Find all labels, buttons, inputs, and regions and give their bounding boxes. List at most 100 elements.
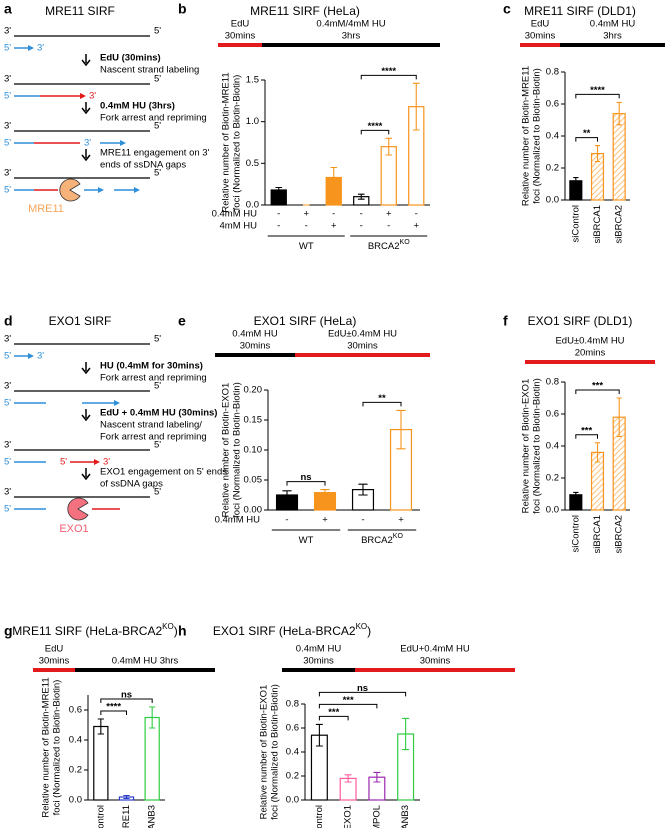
chart: e EXO1 SIRF (HeLa)0.4mM HU30minsEdU±0.4mM… — [178, 313, 430, 546]
error-bar — [123, 794, 130, 800]
significance-label: **** — [106, 702, 121, 713]
x-tick-label: siBRCA1 — [592, 205, 603, 244]
chart-title-text: MRE11 SIRF (HeLa) — [250, 4, 360, 18]
significance-bracket — [575, 389, 620, 394]
y-axis-label: Relative number of Biotin-MRE11 — [221, 72, 232, 212]
condition-value: + — [413, 221, 419, 232]
error-bar — [330, 166, 338, 189]
strand-end: 5' — [154, 487, 161, 498]
strand-end: 5' — [154, 168, 161, 179]
panel-letter: a — [4, 1, 12, 17]
step-text: EdU + 0.4mM HU (30mins) — [100, 408, 217, 419]
condition-value: + — [331, 221, 337, 232]
y-axis-label: foci (Normalized to Biotin-Biotin) — [532, 68, 543, 204]
enzyme-label: MRE11 — [28, 203, 64, 215]
significance-label: *** — [581, 425, 592, 436]
y-tick-label: 0.2 — [546, 163, 559, 174]
significance-label: ** — [378, 393, 386, 404]
condition-value: - — [277, 209, 280, 220]
strand-end: 3' — [4, 440, 11, 451]
y-tick-label: 0.0 — [546, 195, 559, 206]
error-bar — [402, 717, 410, 751]
error-bar — [149, 706, 156, 729]
condition-value: - — [360, 209, 363, 220]
step-text: HU (0.4mM for 30mins) — [100, 361, 203, 372]
y-tick-label: 0.0 — [286, 795, 299, 806]
strand-end: 5' — [4, 138, 11, 149]
treatment-label: 0.4mM HU — [590, 19, 636, 30]
x-tick-label: siBRCA1 — [592, 515, 603, 554]
strand-end: 3' — [84, 138, 91, 149]
exo1-icon — [67, 497, 89, 521]
strand-end: 5' — [4, 504, 11, 515]
y-tick-label: 0.8 — [286, 699, 299, 710]
y-tick-label: 0.4 — [69, 735, 82, 746]
strand-end: 3' — [103, 457, 110, 468]
error-bar — [396, 409, 406, 450]
significance-bracket — [362, 401, 402, 407]
condition-value: - — [415, 209, 418, 220]
strand-end: 3' — [4, 26, 11, 37]
significance-bracket — [360, 129, 390, 135]
strand-end: 5' — [154, 440, 161, 451]
y-axis-label: foci (Normalized to Biotin-Biotin) — [232, 75, 243, 211]
y-tick-label: 0.8 — [546, 377, 559, 388]
x-tick-label: siPRIMPOL — [371, 805, 382, 828]
error-bar — [357, 193, 365, 200]
error-bar — [594, 442, 601, 463]
significance-label: ** — [583, 128, 591, 139]
treatment-label: EdU±0.4mM HU — [328, 329, 397, 340]
bar — [93, 725, 109, 801]
step-text: Fork arrest and repriming — [100, 113, 207, 124]
significance-bracket — [575, 137, 598, 142]
treatment-label: 3hrs — [342, 31, 361, 42]
error-bar — [275, 186, 283, 194]
significance-label: **** — [590, 85, 605, 96]
panel-letter: g — [4, 623, 13, 639]
treatment-label: 0.4mM HU — [232, 329, 278, 340]
condition-label: 4mM HU — [220, 221, 258, 232]
step-text: Nascent strand labeling/ — [100, 420, 202, 431]
condition-value: - — [277, 221, 280, 232]
error-bar — [573, 177, 579, 185]
significance-bracket — [318, 691, 407, 697]
x-tick-label: siControl — [95, 805, 106, 828]
treatment-label: EdU — [45, 644, 64, 655]
arrow-head — [114, 400, 120, 406]
condition-value: - — [332, 209, 335, 220]
treatment-label: 30mins — [525, 31, 556, 42]
group-label: BRCA2KO — [361, 533, 403, 546]
arrow-head — [98, 187, 104, 193]
strand-end: 5' — [4, 185, 11, 196]
treatment-label: 0.4mM HU — [296, 644, 342, 655]
error-bar — [97, 718, 104, 735]
y-tick-label: 0.05 — [244, 475, 263, 486]
error-bar — [315, 723, 323, 747]
condition-value: - — [387, 221, 390, 232]
treatment-label: 30mins — [303, 656, 334, 667]
chart-title: EXO1 SIRF (HeLa-BRCA2KO) — [213, 622, 371, 638]
step-text: MRE11 engagement on 3' — [100, 148, 210, 159]
treatment-label: 30mins — [39, 656, 70, 667]
y-tick-label: 0.10 — [244, 445, 263, 456]
x-tick-label: siControl — [314, 805, 325, 828]
significance-label: *** — [592, 381, 603, 392]
significance-bracket — [286, 481, 326, 486]
chart-title-end: ) — [367, 624, 371, 638]
y-tick-label: 0.4 — [286, 747, 299, 758]
strand-end: 5' — [4, 398, 11, 409]
step-arrow — [81, 54, 91, 67]
y-tick-label: 0.2 — [69, 765, 82, 776]
significance-bracket — [360, 74, 417, 80]
significance-label: ns — [121, 690, 132, 701]
x-tick-label: siBRCA2 — [614, 515, 625, 554]
group-label-text: BRCA2 — [361, 535, 393, 546]
step-text: ends of ssDNA gaps — [100, 160, 186, 171]
y-axis-label: Relative number of Biotin-EXO1 — [221, 383, 232, 518]
treatment-label: EdU — [531, 19, 550, 30]
significance-label: ns — [300, 472, 311, 483]
group-label-text: WT — [299, 241, 314, 252]
